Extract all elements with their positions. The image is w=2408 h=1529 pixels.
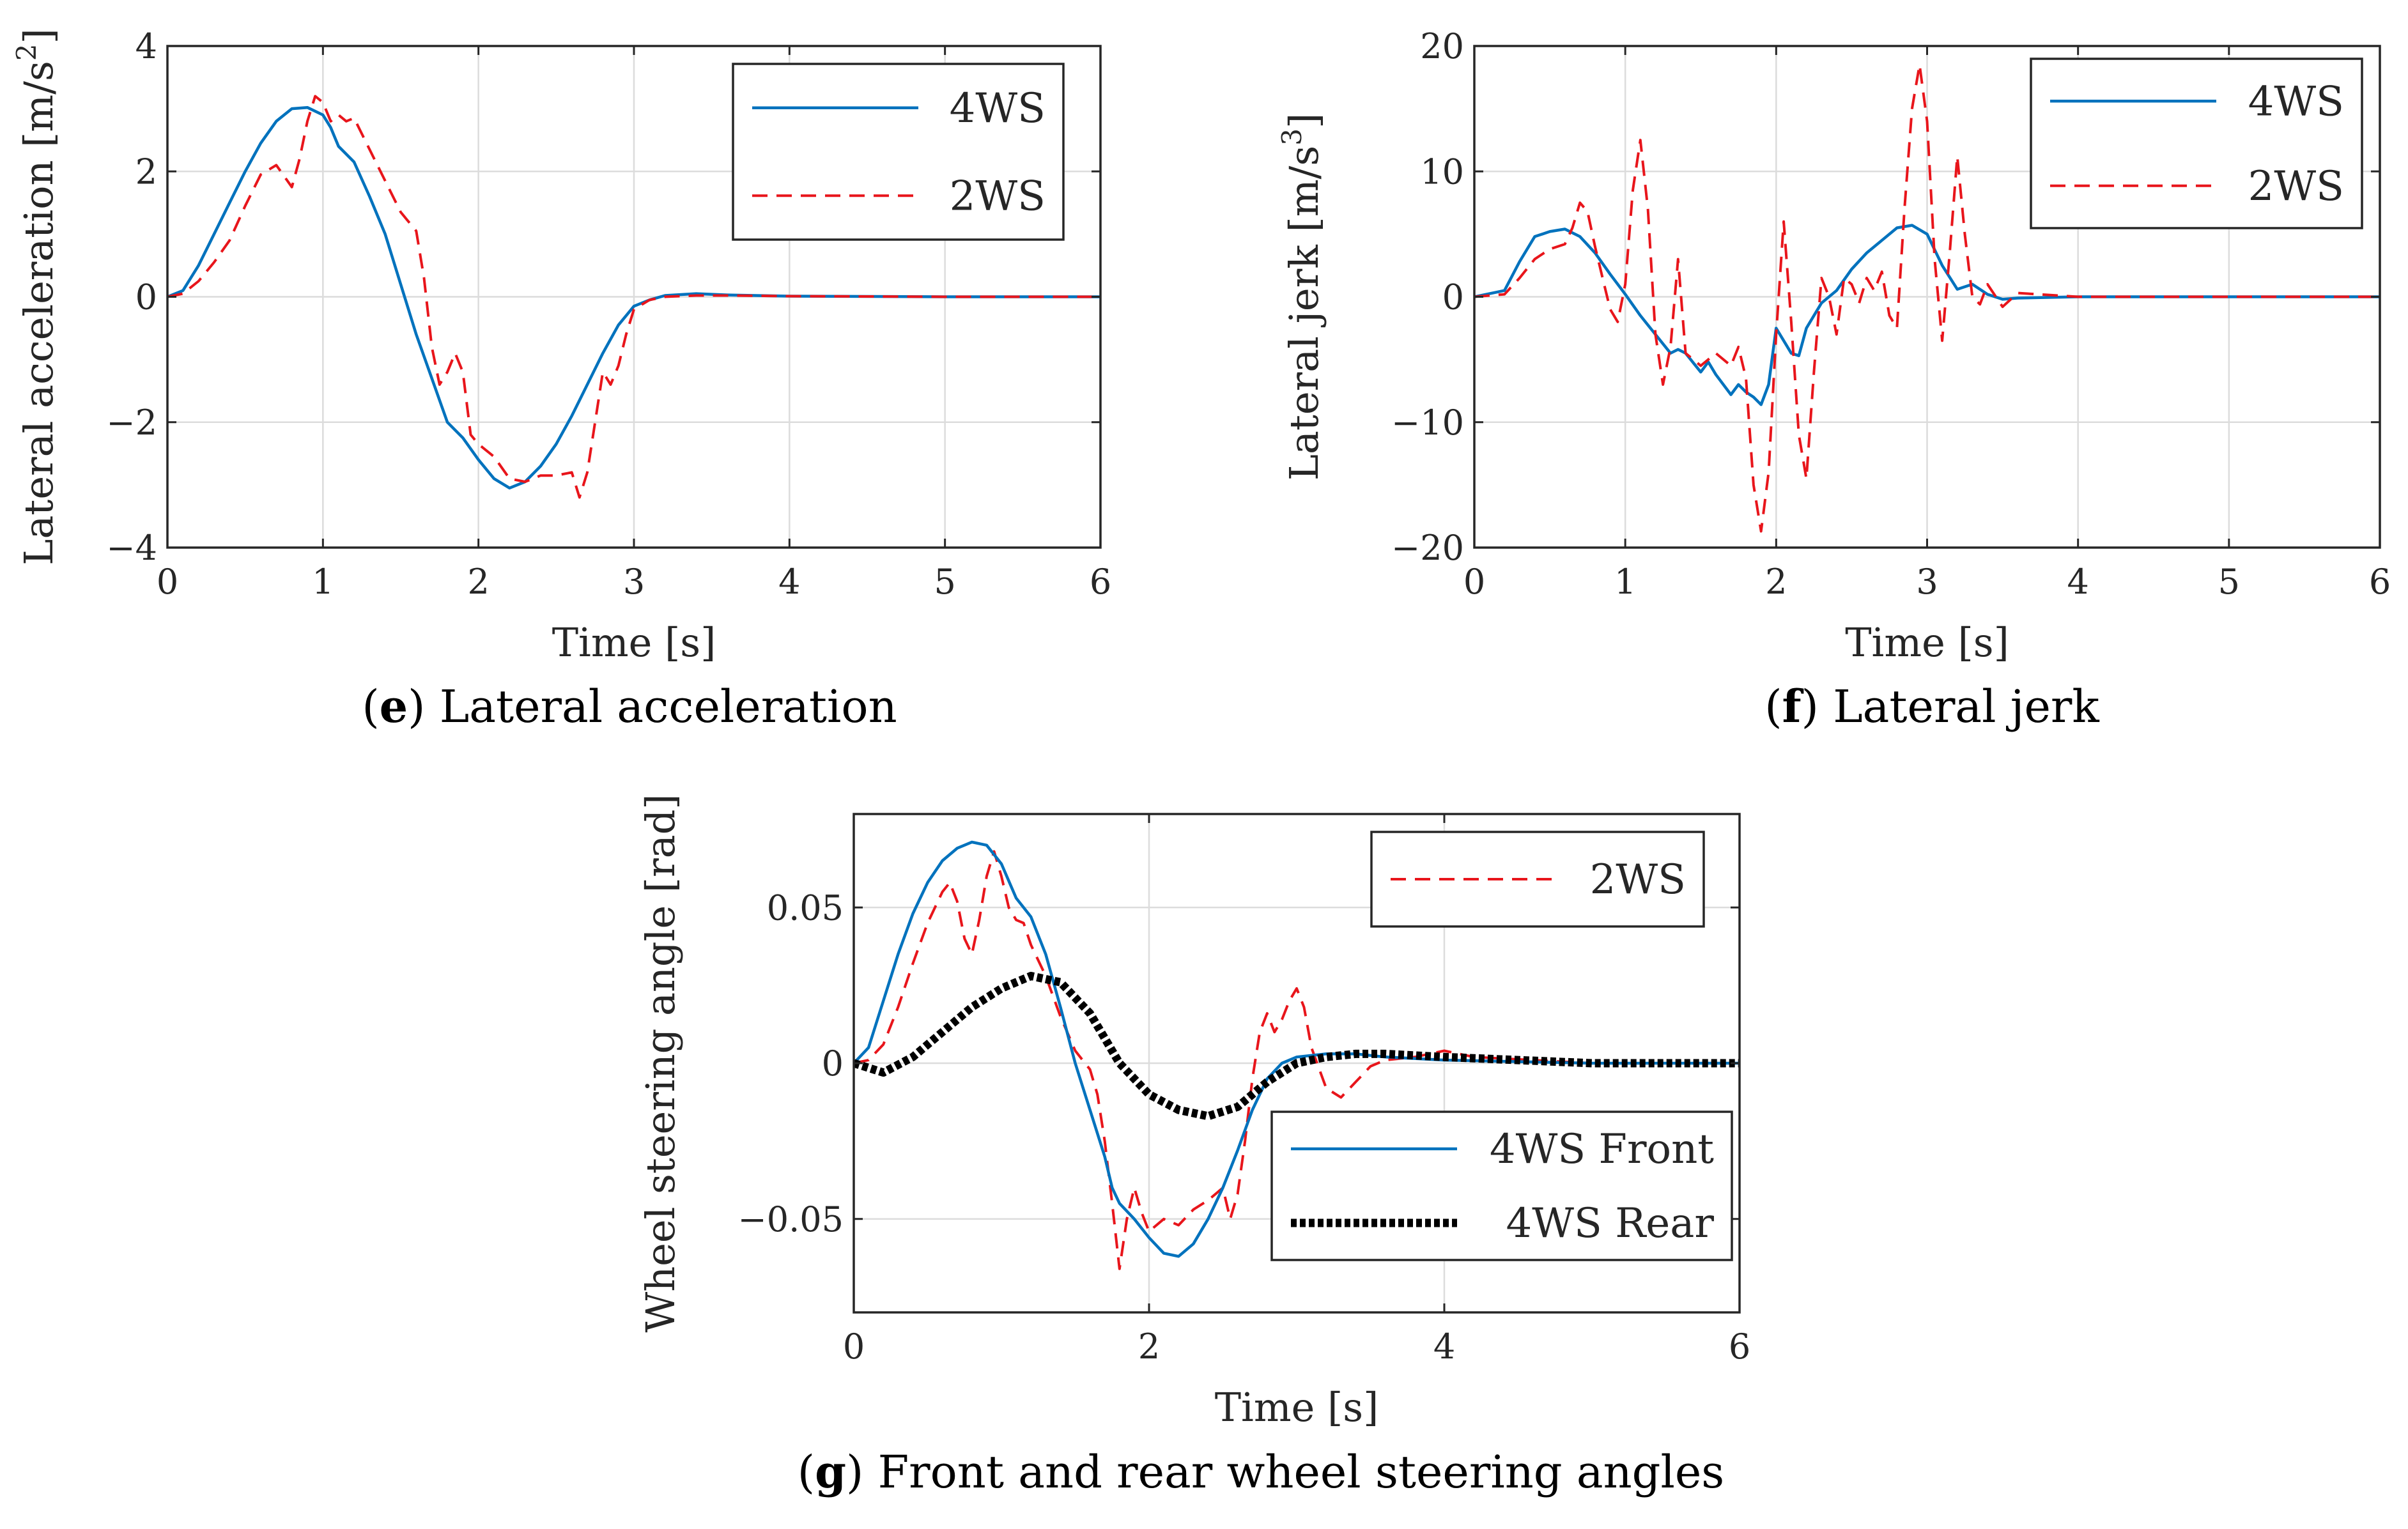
x-tick-label: 2 [467, 562, 489, 602]
y-axis-label: Wheel steering angle [rad] [637, 794, 684, 1333]
x-tick-label: 4 [1433, 1326, 1455, 1367]
legend: 4WS Front 4WS Rear [1270, 1110, 1733, 1261]
y-tick-label: 0 [135, 277, 157, 318]
y-tick-label: 0 [1442, 277, 1464, 318]
y-tick-label: 2 [135, 151, 157, 192]
caption-text: Lateral acceleration [440, 680, 897, 733]
y-tick-label: 0 [822, 1043, 844, 1084]
x-tick-label: 6 [1729, 1326, 1750, 1367]
y-axis-label-close: ] [1281, 113, 1327, 128]
x-tick-label: 4 [2067, 562, 2088, 602]
chart-g: 0 2 4 6 −0.05 0 0.05 Time [s] Wheel steering ang… [637, 794, 1750, 1498]
caption-text: Lateral jerk [1833, 680, 2099, 733]
y-tick-label: 10 [1420, 151, 1464, 192]
figure-caption: (e) Lateral acceleration [362, 680, 897, 733]
legend-label: 4WS Front [1490, 1126, 1714, 1173]
x-axis-label: Time [s] [1845, 619, 2009, 666]
x-tick-label: 0 [157, 562, 178, 602]
y-tick-label: 20 [1420, 26, 1464, 66]
x-tick-label: 0 [843, 1326, 865, 1367]
chart-e: 0 1 2 3 4 5 6 −4 −2 0 2 4 Time [s] Lateral accelerati… [11, 26, 1111, 733]
series-line-4ws-rear [854, 972, 1740, 1121]
legend-label: 2WS [2248, 163, 2344, 210]
x-tick-label: 3 [1916, 562, 1938, 602]
y-tick-label: −2 [106, 403, 157, 443]
x-tick-label: 2 [1138, 1326, 1160, 1367]
chart-f: 0 1 2 3 4 5 6 −20 −10 0 10 20 Time [s] Lateral jerk [… [1276, 26, 2391, 733]
y-tick-label: −20 [1391, 528, 1464, 568]
y-axis-label: Lateral jerk [m/s3] [1276, 113, 1327, 480]
x-tick-label: 6 [1090, 562, 1111, 602]
legend-label: 4WS [2248, 78, 2344, 125]
y-tick-label: 4 [135, 26, 157, 66]
x-tick-label: 1 [312, 562, 334, 602]
y-axis-label-text: Wheel steering angle [rad] [637, 794, 684, 1333]
caption-text: Front and rear wheel steering angles [878, 1446, 1725, 1498]
caption-paren-close: ) [408, 680, 440, 733]
x-tick-label: 2 [1765, 562, 1787, 602]
legend-label: 4WS Rear [1506, 1200, 1715, 1247]
y-tick-label: 0.05 [767, 887, 844, 928]
series-line-2ws [1474, 63, 2380, 533]
legend-box [2030, 58, 2363, 229]
caption-paren-open: ( [362, 680, 379, 733]
legend: 4WS 2WS [732, 63, 1065, 241]
x-axis-label: Time [s] [1215, 1384, 1379, 1431]
y-axis-label: Lateral acceleration [m/s2] [11, 28, 62, 565]
caption-letter: g [815, 1445, 846, 1498]
legend-label: 2WS [950, 173, 1046, 220]
caption-paren-close: ) [846, 1446, 878, 1498]
series-line-4ws [1474, 224, 2380, 406]
x-tick-label: 3 [623, 562, 645, 602]
series-line-2ws [167, 95, 1100, 499]
x-tick-label: 5 [2218, 562, 2240, 602]
series-line-4ws-front [854, 840, 1740, 1258]
figure-caption: (f) Lateral jerk [1764, 680, 2099, 733]
x-tick-label: 5 [934, 562, 955, 602]
y-axis-label-text: Lateral acceleration [m/s [15, 61, 62, 565]
series-line-2ws [854, 850, 1740, 1270]
y-axis-label-superscript: 3 [1276, 128, 1308, 146]
legend: 4WS 2WS [2030, 58, 2363, 229]
y-tick-label: −4 [106, 528, 157, 568]
y-tick-label: −0.05 [738, 1199, 844, 1240]
y-tick-label: −10 [1391, 403, 1464, 443]
x-tick-label: 4 [778, 562, 800, 602]
caption-paren-open: ( [1764, 680, 1782, 733]
legend-label: 4WS [950, 85, 1046, 132]
figure-caption: (g) Front and rear wheel steering angles [798, 1445, 1724, 1498]
legend-box [732, 63, 1065, 241]
x-tick-label: 6 [2369, 562, 2391, 602]
y-axis-label-text: Lateral jerk [m/s [1281, 146, 1327, 480]
legend-label: 2WS [1590, 856, 1686, 903]
caption-letter: e [380, 680, 408, 733]
caption-paren-close: ) [1802, 680, 1833, 733]
caption-letter: f [1782, 680, 1804, 733]
legend: 2WS [1370, 831, 1705, 928]
y-axis-label-superscript: 2 [11, 43, 42, 61]
x-tick-label: 1 [1614, 562, 1636, 602]
x-axis-label: Time [s] [552, 619, 716, 666]
y-axis-label-close: ] [15, 28, 62, 43]
caption-paren-open: ( [798, 1446, 815, 1498]
x-tick-label: 0 [1463, 562, 1485, 602]
legend-box [1270, 1110, 1733, 1261]
